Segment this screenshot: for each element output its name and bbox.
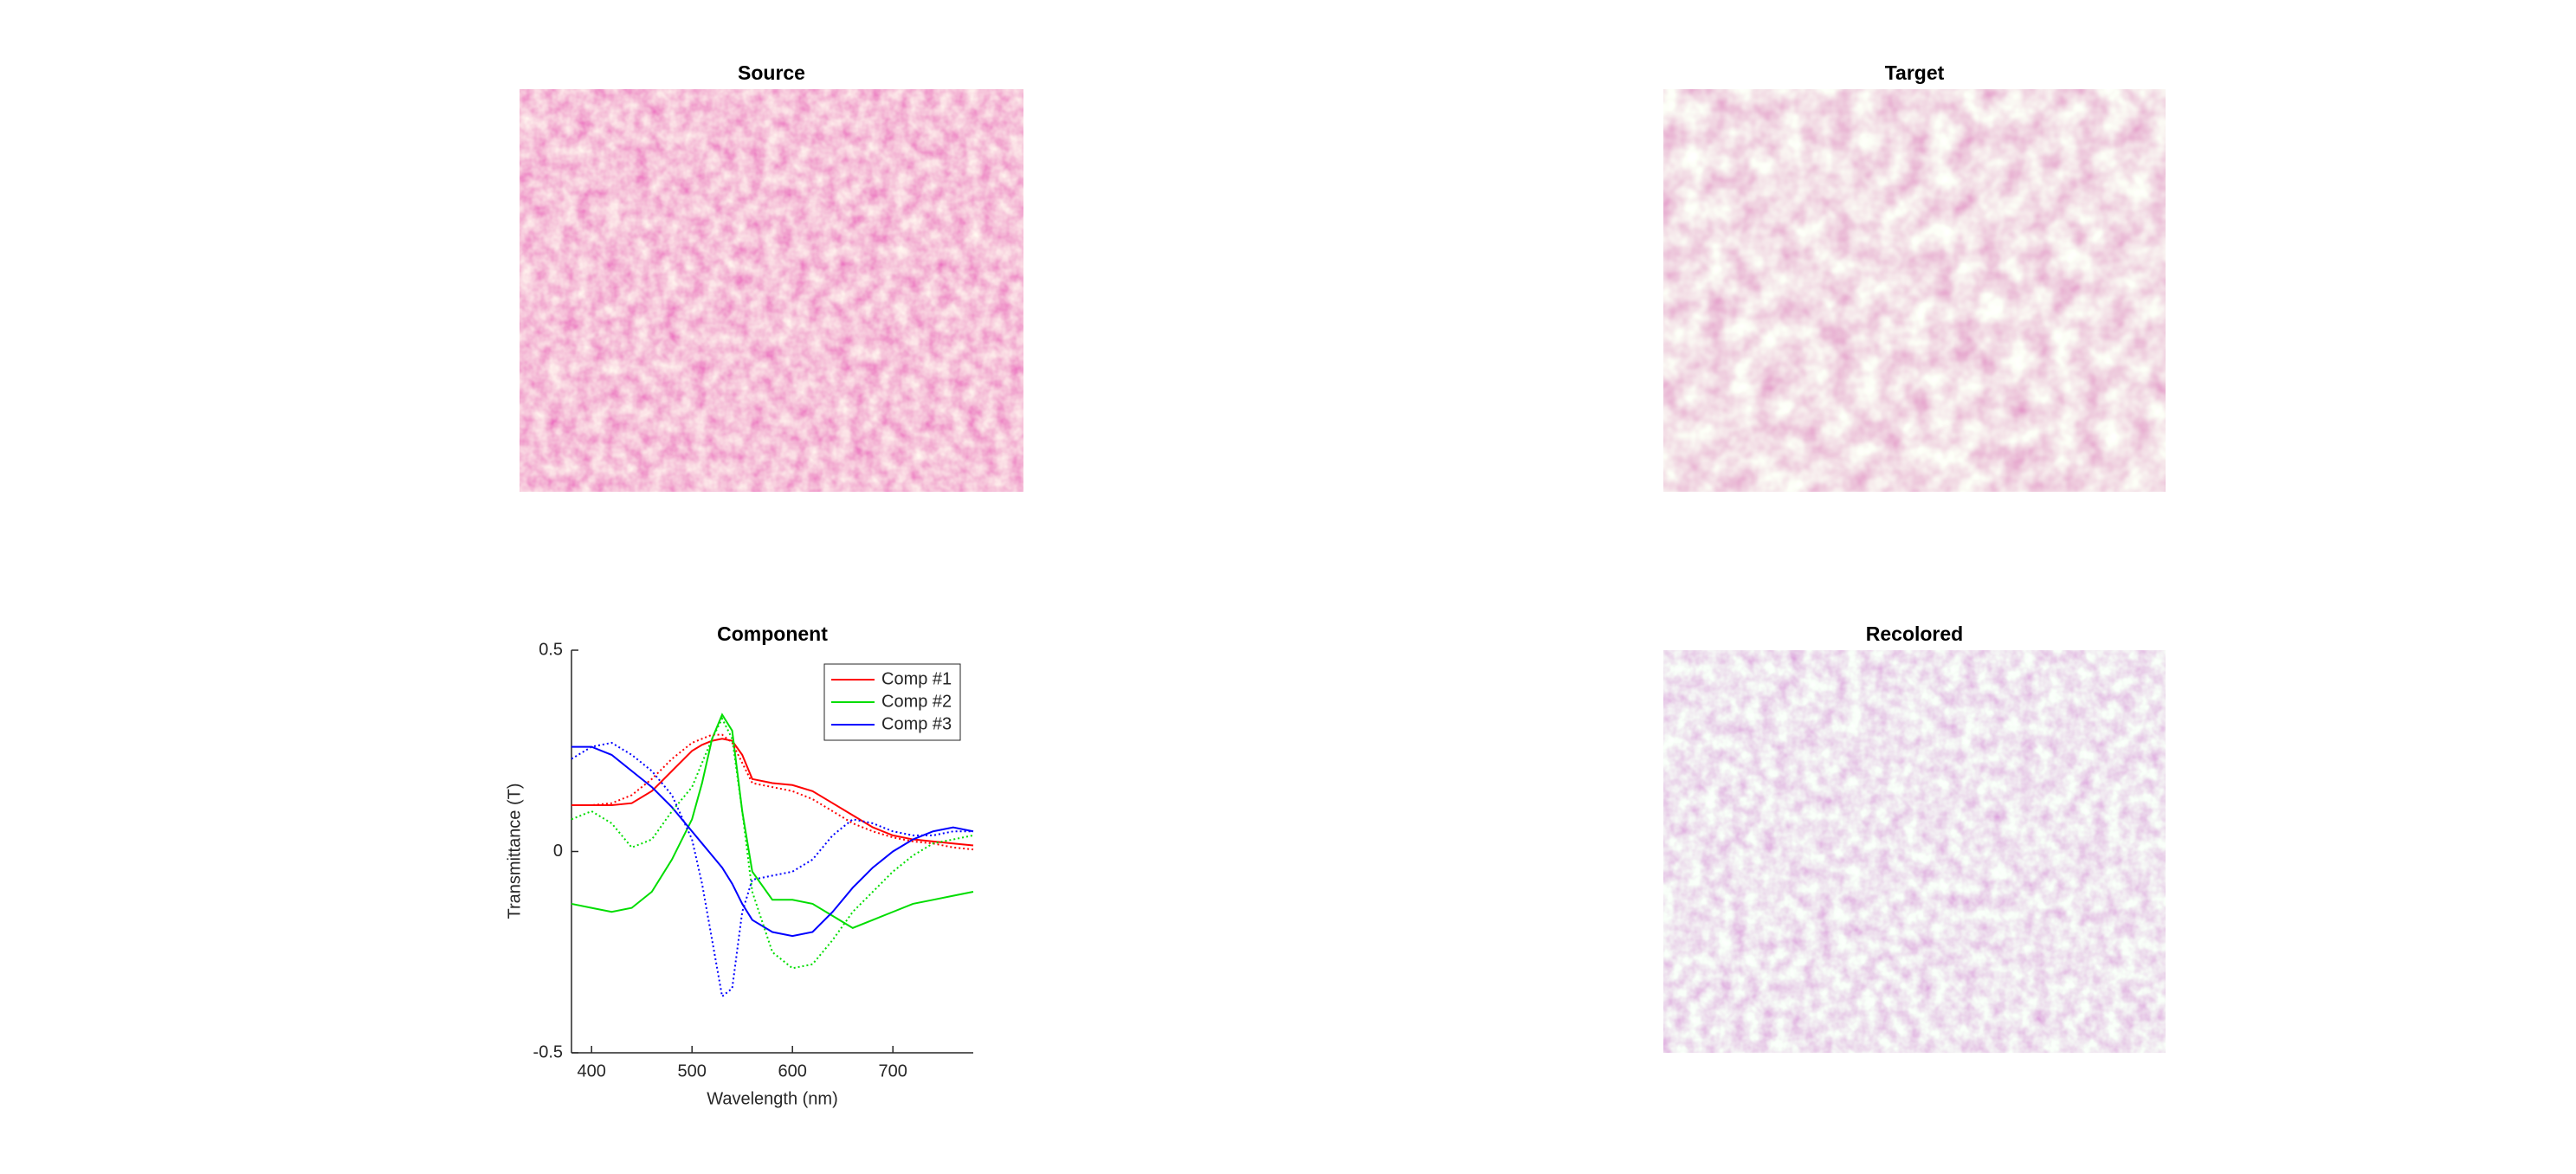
series-line (571, 745, 974, 938)
y-tick-label: -0.5 (533, 1042, 563, 1061)
y-axis-label: Transmittance (T) (505, 783, 524, 919)
series-line (571, 713, 974, 929)
chart-title: Component (717, 622, 828, 645)
target-image (1663, 89, 2166, 492)
legend-label: Comp #3 (881, 714, 952, 733)
x-tick-label: 600 (778, 1061, 807, 1080)
panel-title: Source (738, 61, 805, 84)
x-tick-label: 500 (678, 1061, 707, 1080)
series-line (571, 716, 974, 970)
x-tick-label: 700 (879, 1061, 907, 1080)
recolored-image (1663, 650, 2166, 1053)
series-line (571, 741, 973, 998)
y-tick-label: 0 (553, 842, 563, 861)
series-line (571, 733, 974, 851)
legend-label: Comp #2 (881, 692, 952, 711)
y-tick-label: 0.5 (539, 640, 563, 659)
source-image (520, 89, 1023, 492)
x-axis-label: Wavelength (nm) (707, 1089, 838, 1108)
legend-label: Comp #1 (881, 669, 952, 688)
x-tick-label: 400 (578, 1061, 606, 1080)
legend-box (823, 663, 961, 741)
series-line (571, 738, 974, 847)
panel-title: Recolored (1866, 622, 1963, 645)
panel-title: Target (1885, 61, 1945, 84)
